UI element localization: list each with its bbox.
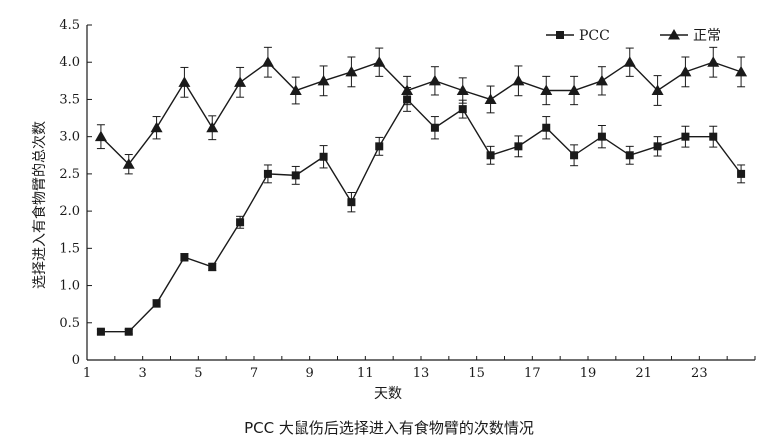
data-point-normal bbox=[345, 65, 358, 77]
y-tick-label: 2.0 bbox=[59, 204, 80, 219]
data-point-pcc bbox=[458, 105, 467, 114]
data-point-pcc bbox=[375, 142, 384, 151]
x-tick-label: 19 bbox=[580, 366, 597, 381]
data-point-normal bbox=[512, 74, 525, 86]
series-line-normal bbox=[100, 61, 742, 166]
data-point-pcc bbox=[570, 151, 579, 160]
x-tick-label: 13 bbox=[413, 366, 430, 381]
data-point-normal bbox=[484, 93, 497, 104]
y-tick-label: 1.0 bbox=[59, 279, 80, 294]
data-point-pcc bbox=[236, 218, 245, 227]
data-point-pcc bbox=[542, 123, 551, 132]
legend-marker-pcc bbox=[556, 31, 564, 39]
data-point-normal bbox=[234, 76, 247, 87]
x-tick-label: 7 bbox=[250, 366, 258, 381]
legend-marker-normal bbox=[668, 29, 680, 40]
data-point-pcc bbox=[653, 142, 662, 151]
y-axis-title: 选择进入有食物臂的总次数 bbox=[31, 121, 48, 289]
x-tick-label: 17 bbox=[524, 366, 541, 381]
data-point-pcc bbox=[180, 253, 189, 262]
chart-ticks: 00.51.01.52.02.53.03.54.04.51 3 5 7 9 11 13 15 1… bbox=[59, 18, 756, 381]
x-tick-label: 21 bbox=[635, 366, 652, 381]
data-point-pcc bbox=[347, 198, 356, 207]
data-point-normal bbox=[94, 130, 107, 142]
data-point-normal bbox=[261, 56, 274, 67]
data-point-pcc bbox=[124, 327, 133, 336]
data-point-pcc bbox=[263, 169, 272, 178]
x-tick-label: 1 bbox=[83, 366, 91, 381]
y-tick-label: 3.5 bbox=[59, 92, 80, 107]
y-tick-label: 0.5 bbox=[59, 316, 80, 331]
data-point-pcc bbox=[319, 152, 328, 161]
legend-label-normal: 正常 bbox=[693, 28, 721, 44]
y-tick-label: 2.5 bbox=[59, 167, 80, 182]
data-point-pcc bbox=[430, 123, 439, 132]
data-point-normal bbox=[568, 84, 581, 96]
figure-caption: PCC 大鼠伤后选择进入有食物臂的次数情况 bbox=[244, 419, 534, 437]
data-point-normal bbox=[707, 56, 720, 67]
data-point-normal bbox=[456, 84, 469, 96]
data-point-pcc bbox=[514, 142, 523, 151]
data-point-normal bbox=[735, 65, 748, 77]
data-point-normal bbox=[428, 74, 441, 86]
data-point-pcc bbox=[737, 169, 746, 178]
x-tick-label: 15 bbox=[468, 366, 485, 381]
data-point-normal bbox=[373, 56, 386, 67]
series-pcc bbox=[96, 87, 746, 336]
y-tick-label: 0 bbox=[72, 353, 80, 368]
chart-legend: PCC 正常 bbox=[546, 28, 721, 44]
x-tick-label: 5 bbox=[194, 366, 202, 381]
y-tick-label: 4.5 bbox=[59, 18, 80, 33]
x-tick-label: 9 bbox=[306, 366, 314, 381]
data-point-normal bbox=[623, 56, 636, 67]
data-point-normal bbox=[317, 74, 330, 86]
series-normal bbox=[94, 46, 748, 175]
x-tick-label: 3 bbox=[139, 366, 147, 381]
data-point-pcc bbox=[709, 132, 718, 141]
data-point-pcc bbox=[681, 132, 690, 141]
data-point-normal bbox=[178, 76, 191, 87]
series-line-pcc bbox=[100, 98, 742, 333]
legend-label-pcc: PCC bbox=[579, 28, 610, 44]
data-point-normal bbox=[651, 84, 664, 96]
data-point-normal bbox=[540, 84, 553, 96]
x-axis-title: 天数 bbox=[374, 386, 402, 402]
y-tick-label: 4.0 bbox=[59, 55, 80, 70]
x-tick-label: 11 bbox=[357, 366, 374, 381]
y-tick-label: 1.5 bbox=[59, 241, 80, 256]
data-point-normal bbox=[679, 65, 692, 77]
data-point-pcc bbox=[625, 151, 634, 160]
data-point-pcc bbox=[152, 299, 161, 308]
data-point-pcc bbox=[291, 171, 300, 180]
data-point-normal bbox=[206, 121, 219, 133]
y-tick-label: 3.0 bbox=[59, 130, 80, 145]
data-point-pcc bbox=[486, 151, 495, 160]
data-point-normal bbox=[401, 84, 414, 96]
data-point-pcc bbox=[208, 262, 217, 271]
data-point-pcc bbox=[597, 132, 606, 141]
data-point-normal bbox=[150, 121, 163, 133]
data-point-normal bbox=[122, 158, 135, 169]
data-point-normal bbox=[289, 84, 302, 96]
chart-series bbox=[94, 46, 748, 336]
data-point-pcc bbox=[96, 327, 105, 336]
x-tick-label: 23 bbox=[691, 366, 708, 381]
data-point-normal bbox=[595, 74, 608, 86]
